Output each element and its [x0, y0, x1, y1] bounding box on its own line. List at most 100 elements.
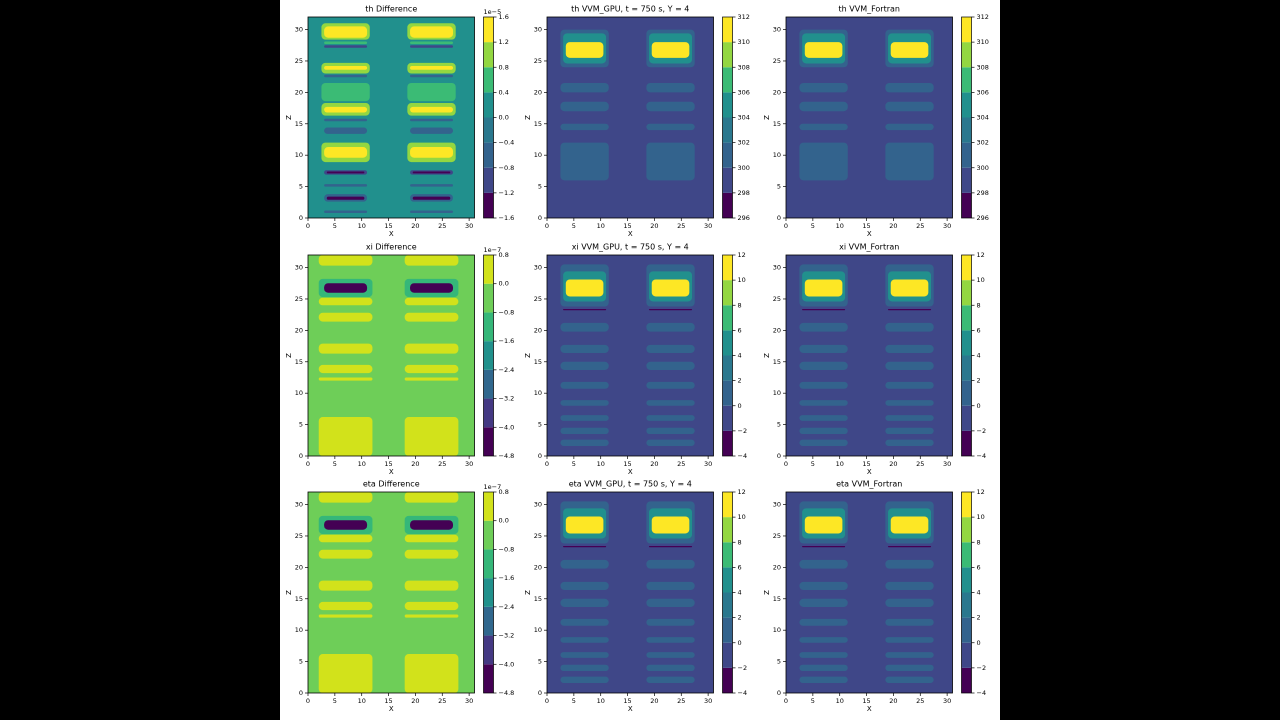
- contour-region: [404, 580, 459, 591]
- colorbar-band: [722, 567, 733, 593]
- contour-region: [318, 343, 373, 354]
- x-axis-label: X: [628, 468, 633, 476]
- y-tick-label: 15: [295, 595, 303, 603]
- colorbar-tick-label: 2: [977, 614, 981, 622]
- colorbar-band: [722, 355, 733, 381]
- colorbar-tick-label: −4: [738, 689, 748, 697]
- axes-frame: [307, 491, 475, 694]
- x-tick-label: 25: [677, 460, 685, 468]
- colorbar-tick-label: 0.4: [499, 88, 509, 96]
- y-tick-label: 20: [295, 563, 303, 571]
- colorbar-band: [961, 117, 972, 143]
- y-tick-label: 15: [534, 358, 542, 366]
- y-tick-label: 25: [773, 57, 781, 65]
- y-tick-label: 20: [773, 88, 781, 96]
- contour-region: [326, 196, 365, 200]
- x-tick-label: 30: [465, 697, 473, 705]
- contour-region: [560, 400, 609, 406]
- contour-region: [885, 123, 934, 131]
- colorbar-tick-label: 0.8: [499, 63, 509, 71]
- x-tick-label: 25: [916, 460, 924, 468]
- colorbar-tick-label: 2: [738, 614, 742, 622]
- contour-region: [799, 142, 848, 181]
- contour-region: [560, 82, 609, 93]
- colorbar-band: [483, 398, 494, 428]
- colorbar-tick-label: 10: [738, 513, 746, 521]
- y-tick-label: 0: [538, 214, 542, 222]
- colorbar-tick-label: −0.4: [499, 139, 515, 147]
- y-tick-label: 5: [777, 421, 781, 429]
- y-tick-label: 20: [534, 88, 542, 96]
- chart-title: eta Difference: [363, 480, 420, 489]
- colorbar-tick-label: 0: [977, 402, 981, 410]
- contour-region: [318, 377, 373, 381]
- colorbar-tick-label: 4: [738, 589, 742, 597]
- x-tick-label: 15: [862, 697, 870, 705]
- x-tick-label: 0: [784, 697, 788, 705]
- x-tick-label: 20: [411, 222, 419, 230]
- contour-region: [318, 654, 373, 693]
- colorbar-band: [961, 492, 972, 518]
- contour-region: [410, 127, 454, 134]
- x-tick-label: 15: [384, 697, 392, 705]
- y-tick-label: 15: [534, 120, 542, 128]
- y-axis-label: Z: [285, 353, 293, 358]
- colorbar-band: [722, 192, 733, 218]
- y-tick-label: 30: [773, 264, 781, 272]
- x-tick-label: 20: [650, 460, 658, 468]
- contour-region: [404, 654, 459, 693]
- x-axis-label: X: [867, 705, 872, 713]
- colorbar-band: [483, 283, 494, 313]
- contour-region: [646, 581, 695, 590]
- contour-region: [407, 82, 456, 102]
- y-tick-label: 10: [295, 151, 303, 159]
- contour-region: [651, 42, 690, 58]
- colorbar-tick-label: −4.8: [499, 689, 515, 697]
- contour-region: [318, 580, 373, 591]
- axes-frame: [307, 16, 475, 219]
- y-tick-label: 0: [299, 689, 303, 697]
- y-tick-label: 5: [538, 421, 542, 429]
- y-axis-label: Z: [285, 115, 293, 120]
- colorbar-tick-label: −2: [738, 664, 748, 672]
- contour-region: [799, 82, 848, 93]
- x-tick-label: 15: [862, 460, 870, 468]
- axes-frame: [785, 254, 953, 457]
- colorbar-tick-label: −4.0: [499, 423, 515, 431]
- colorbar-tick-label: 304: [977, 114, 989, 122]
- axes-frame: [546, 491, 714, 694]
- axes-frame: [785, 491, 953, 694]
- contour-region: [560, 361, 609, 370]
- y-tick-label: 10: [534, 626, 542, 634]
- contour-region: [318, 534, 373, 543]
- colorbar-tick-label: 0.0: [499, 517, 509, 525]
- contour-region: [649, 309, 693, 311]
- contour-region: [885, 142, 934, 181]
- colorbar-band: [961, 642, 972, 668]
- contour-region: [412, 171, 451, 174]
- x-tick-label: 25: [438, 222, 446, 230]
- contour-region: [565, 279, 604, 297]
- y-tick-label: 0: [299, 214, 303, 222]
- contour-region: [410, 118, 454, 122]
- x-tick-label: 20: [650, 697, 658, 705]
- y-tick-label: 0: [299, 452, 303, 460]
- y-tick-label: 0: [777, 689, 781, 697]
- x-tick-label: 25: [677, 222, 685, 230]
- colorbar-band: [483, 17, 494, 43]
- x-tick-label: 5: [811, 460, 815, 468]
- y-tick-label: 5: [538, 183, 542, 191]
- contour-region: [318, 614, 373, 618]
- y-axis-label: Z: [285, 590, 293, 595]
- contour-region: [560, 415, 609, 421]
- contour-region: [410, 283, 454, 293]
- colorbar-band: [483, 312, 494, 342]
- contour-region: [410, 147, 454, 158]
- y-tick-label: 25: [534, 295, 542, 303]
- contour-region: [404, 297, 459, 306]
- colorbar-tick-label: −4: [977, 689, 987, 697]
- colorbar-band: [961, 355, 972, 381]
- colorbar-tick-label: 310: [738, 38, 750, 46]
- y-tick-label: 15: [534, 595, 542, 603]
